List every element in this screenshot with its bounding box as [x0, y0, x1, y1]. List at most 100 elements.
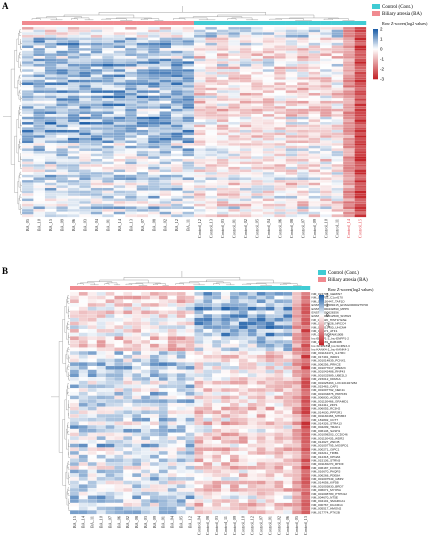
heatmap-cell: [158, 369, 168, 374]
heatmap-cell: [228, 156, 241, 160]
heatmap-cell: [136, 61, 149, 65]
heatmap-cell: [90, 164, 103, 168]
heatmap-cell: [212, 495, 222, 500]
heatmap-cell: [158, 480, 168, 485]
heatmap-cell: [141, 425, 151, 430]
heatmap-cell: [105, 321, 115, 326]
heatmap-cell: [331, 156, 344, 160]
heatmap-cell: [285, 55, 298, 59]
heatmap-cell: [167, 443, 177, 448]
heatmap-cell: [265, 447, 275, 452]
heatmap-cell: [239, 206, 252, 210]
heatmap-cell: [185, 476, 195, 481]
heatmap-cell: [171, 137, 183, 141]
heatmap-cell: [238, 465, 248, 470]
heatmap-cell: [78, 328, 88, 333]
heatmap-cell: [212, 317, 222, 322]
heatmap-cell: [56, 37, 69, 41]
colorbar-segment: [319, 310, 324, 312]
heatmap-cell: [193, 145, 206, 149]
group-bar-cell: [274, 21, 286, 25]
colorbar-segment: [373, 41, 378, 44]
heatmap-cell: [125, 137, 137, 141]
column-label: Control_09: [232, 516, 237, 535]
heatmap-cell: [21, 53, 34, 57]
heatmap-cell: [320, 143, 332, 146]
heatmap-cell: [33, 206, 46, 210]
heatmap-cell: [239, 166, 252, 170]
heatmap-cell: [56, 103, 69, 107]
heatmap-cell: [185, 321, 195, 326]
heatmap-cell: [149, 347, 160, 352]
heatmap-cell: [205, 66, 218, 70]
heatmap-cell: [105, 369, 115, 374]
heatmap-cell: [262, 179, 275, 183]
heatmap-cell: [203, 358, 213, 363]
heatmap-cell: [158, 443, 168, 448]
heatmap-cell: [216, 177, 229, 181]
heatmap-cell: [44, 135, 57, 139]
heatmap-cell: [256, 469, 266, 474]
heatmap-cell: [69, 380, 80, 385]
heatmap-cell: [256, 432, 266, 437]
heatmap-cell: [113, 29, 126, 33]
heatmap-cell: [159, 48, 172, 51]
heatmap-cell: [285, 177, 298, 181]
heatmap-cell: [247, 447, 257, 452]
heatmap-cell: [274, 336, 284, 341]
heatmap-cell: [283, 377, 293, 382]
heatmap-cell: [171, 201, 183, 205]
heatmap-cell: [171, 34, 183, 38]
heatmap-cell: [136, 108, 149, 112]
heatmap-cell: [171, 95, 183, 99]
heatmap-cell: [205, 108, 218, 112]
heatmap-cell: [171, 108, 183, 112]
heatmap-cell: [239, 69, 252, 73]
heatmap-cell: [125, 71, 137, 75]
heatmap-cell: [148, 198, 160, 202]
heatmap-cell: [67, 182, 80, 186]
group-bar-cell: [194, 21, 206, 25]
heatmap-cell: [247, 306, 257, 311]
heatmap-cell: [229, 295, 240, 300]
heatmap-cell: [292, 454, 302, 459]
row-label: NM_001130468_GRAMD1: [312, 399, 349, 403]
heatmap-cell: [69, 310, 80, 315]
heatmap-cell: [159, 129, 172, 133]
heatmap-cell: [203, 317, 213, 322]
heatmap-cell: [21, 179, 34, 183]
heatmap-cell: [123, 432, 133, 437]
heatmap-cell: [102, 209, 114, 212]
heatmap-cell: [239, 63, 252, 67]
heatmap-cell: [159, 121, 172, 125]
heatmap-cell: [33, 114, 46, 117]
heatmap-cell: [102, 187, 114, 191]
heatmap-cell: [331, 116, 344, 120]
heatmap-cell: [283, 369, 293, 374]
heatmap-cell: [102, 106, 114, 110]
colorbar-tick-label: -1: [326, 323, 330, 328]
heatmap-cell: [265, 325, 275, 330]
heatmap-cell: [33, 161, 46, 165]
heatmap-cell: [354, 37, 367, 41]
heatmap-cell: [44, 172, 57, 175]
heatmap-cell: [343, 187, 355, 191]
heatmap-cell: [78, 506, 88, 511]
heatmap-cell: [96, 469, 106, 474]
heatmap-cell: [102, 53, 114, 57]
heatmap-cell: [256, 384, 266, 389]
heatmap-cell: [132, 451, 142, 456]
heatmap-cell: [167, 303, 177, 308]
heatmap-cell: [262, 169, 275, 173]
heatmap-cell: [149, 299, 160, 304]
heatmap-cell: [176, 343, 186, 348]
heatmap-cell: [262, 190, 275, 194]
heatmap-cell: [105, 402, 115, 407]
heatmap-cell: [123, 447, 133, 452]
heatmap-cell: [238, 421, 248, 426]
heatmap-cell: [297, 140, 309, 144]
heatmap-cell: [354, 193, 367, 197]
heatmap-cell: [285, 127, 298, 131]
heatmap-cell: [308, 74, 321, 78]
heatmap-cell: [343, 158, 355, 162]
